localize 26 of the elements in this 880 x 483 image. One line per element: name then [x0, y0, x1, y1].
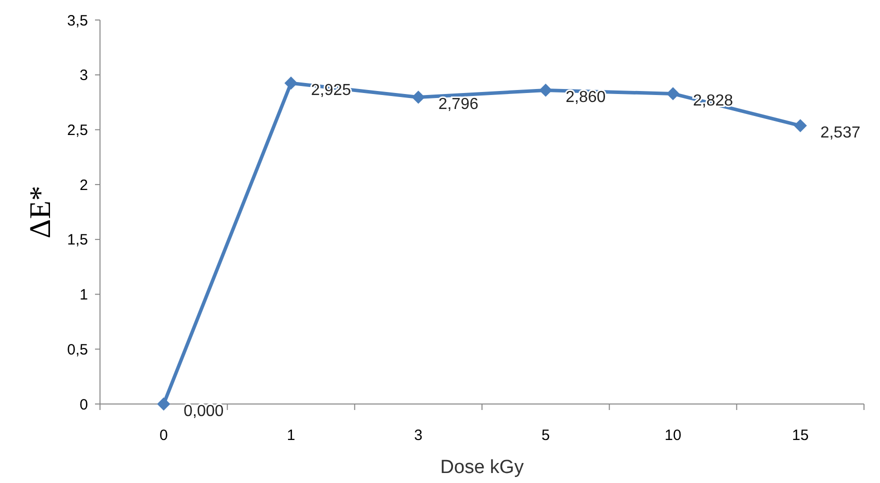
y-tick-label: 0,5: [67, 341, 88, 358]
y-tick-label: 0: [80, 396, 88, 414]
y-tick-label: 2,5: [67, 122, 88, 139]
x-tick-label: 0: [159, 427, 168, 444]
x-tick-label: 3: [414, 427, 423, 444]
x-tick-label: 15: [792, 427, 809, 444]
y-axis-title: ΔE*: [24, 186, 57, 238]
y-tick-label: 3: [80, 67, 88, 84]
data-label: 0,000: [184, 403, 224, 420]
point: [157, 397, 170, 411]
y-tick-label: 1: [80, 286, 88, 304]
data-label: 2,796: [438, 96, 478, 114]
point: [794, 119, 807, 132]
x-axis-title: Dose kGy: [440, 457, 524, 478]
point: [539, 84, 552, 97]
point: [666, 87, 680, 100]
x-tick-label: 1: [286, 427, 296, 444]
x-tick-label: 10: [664, 427, 682, 444]
x-tick-label: 5: [541, 427, 550, 444]
data-label: 2,860: [566, 89, 606, 106]
data-label: 2,537: [820, 124, 860, 142]
point: [284, 76, 298, 90]
y-tick-label: 3,5: [67, 12, 88, 30]
y-tick-label: 2: [80, 176, 88, 194]
y-tick-label: 1,5: [67, 232, 88, 249]
point: [412, 90, 425, 104]
